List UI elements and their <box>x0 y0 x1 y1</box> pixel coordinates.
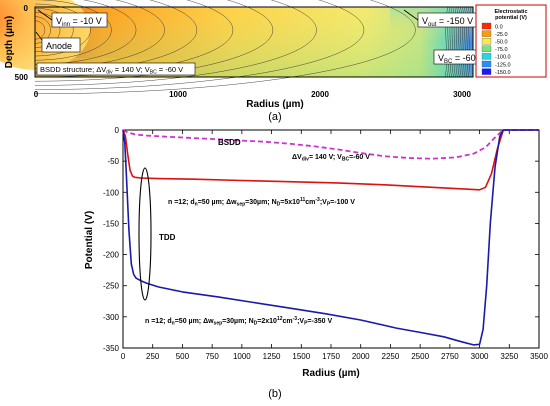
colorbar-swatch <box>481 68 492 75</box>
vinn-arrow <box>37 9 53 21</box>
fig-a-xtick-1000: 1000 <box>169 90 187 99</box>
vout-arrow <box>403 9 419 21</box>
fig-a-xtick-2000: 2000 <box>311 90 329 99</box>
y-tick-label: -300 <box>103 313 120 322</box>
red-params-label: n =12; dn=50 µm; Δwsep=30µm; ND=5x1011cm… <box>168 197 355 208</box>
structure-annotation: BSDD structure; ΔVdiv = 140 V; VBC = -60… <box>40 65 183 76</box>
structure-annotation-box <box>36 62 196 76</box>
fig-a-ytick-500: 500 <box>15 73 29 82</box>
anode-annotation: Anode <box>46 41 72 51</box>
tdd-label: TDD <box>159 233 176 242</box>
colorbar-level-label: -25.0 <box>495 32 508 38</box>
series-line-red <box>122 129 539 191</box>
fig-a-ylabel: Depth (µm) <box>4 16 15 68</box>
fig-a-xlabel: Radius (µm) <box>246 99 303 110</box>
y-tick-label: -100 <box>103 188 120 197</box>
figure-b: 0 250 500 750 1000 1250 1500 1750 2000 2250 2500 27… <box>84 126 548 400</box>
vbc-annotation: VBC = -60 V <box>438 53 484 65</box>
axis-ticks: 0 250 500 750 1000 1250 1500 1750 2000 2250 2500 27… <box>103 126 548 361</box>
colorbar-level-label: -100.0 <box>495 55 511 61</box>
fig-b-ylabel: Potential (V) <box>84 211 95 269</box>
x-tick-label: 3250 <box>500 352 518 361</box>
vinn-annotation: Vinn = -10 V <box>56 16 102 28</box>
x-tick-label: 2250 <box>382 352 400 361</box>
colorbar-level-label: -125.0 <box>495 62 511 68</box>
x-tick-label: 3500 <box>530 352 548 361</box>
x-tick-label: 2750 <box>441 352 459 361</box>
fig-b-xlabel: Radius (µm) <box>302 368 359 379</box>
colorbar-level-label: 0.0 <box>495 24 503 30</box>
colorbar-level-label: -150.0 <box>495 70 511 76</box>
series-line-tdd <box>122 129 539 346</box>
y-tick-label: 0 <box>115 126 120 135</box>
y-tick-label: -150 <box>103 219 120 228</box>
y-tick-label: -50 <box>107 157 119 166</box>
colorbar-swatch <box>481 30 492 37</box>
colorbar-level-label: -75.0 <box>495 47 508 53</box>
x-tick-label: 1500 <box>292 352 310 361</box>
x-tick-label: 2000 <box>352 352 370 361</box>
fig-a-xtick-0: 0 <box>34 90 39 99</box>
plot-area <box>122 129 540 349</box>
x-tick-label: 250 <box>146 352 160 361</box>
figure-a: Depth (µm) 0 500 0 1000 2000 3000 Radius… <box>0 0 547 123</box>
y-tick-label: -350 <box>103 344 120 353</box>
colorbar-swatch <box>481 38 492 45</box>
x-tick-label: 0 <box>121 352 126 361</box>
tdd-ellipse <box>138 167 152 301</box>
x-tick-label: 1000 <box>233 352 251 361</box>
colorbar-swatches: 0.0 -25.0 -50.0-75.0 -100.0-125.0 -150.0 <box>481 22 511 76</box>
anode-annotation-box <box>41 37 81 53</box>
colorbar-title-line-1: Electrostatic <box>494 9 527 15</box>
x-tick-label: 1750 <box>322 352 340 361</box>
bsdd-label: BSDD <box>218 138 241 147</box>
colorbar-swatch <box>481 22 492 30</box>
div-params-label: ΔVdiv= 140 V; VBC=-60 V <box>292 154 370 163</box>
x-tick-label: 3000 <box>471 352 489 361</box>
fig-a-xtick-3000: 3000 <box>453 90 471 99</box>
colorbar-level-label: -50.0 <box>495 40 508 46</box>
colorbar-swatch <box>481 45 492 52</box>
anode-arrow <box>35 31 43 41</box>
colorbar-swatch <box>481 60 492 68</box>
x-tick-label: 500 <box>176 352 190 361</box>
blue-params-label: n =12; dn=50 µm; Δwsep=30µm; ND=2x1012cm… <box>145 316 332 327</box>
x-tick-label: 1250 <box>263 352 281 361</box>
fig-a-ytick-0: 0 <box>24 4 29 13</box>
colorbar-title-line-2: potential (V) <box>495 15 527 21</box>
series-lines <box>122 129 539 346</box>
vout-annotation: Vout = -150 V <box>422 16 473 28</box>
fig-a-label: (a) <box>268 111 281 123</box>
x-tick-label: 2500 <box>411 352 429 361</box>
colorbar-swatch <box>481 53 492 60</box>
x-tick-label: 750 <box>205 352 219 361</box>
series-line-bsdd <box>122 129 539 160</box>
y-tick-label: -200 <box>103 251 120 260</box>
fig-b-label: (b) <box>268 388 281 400</box>
y-tick-label: -250 <box>103 282 120 291</box>
